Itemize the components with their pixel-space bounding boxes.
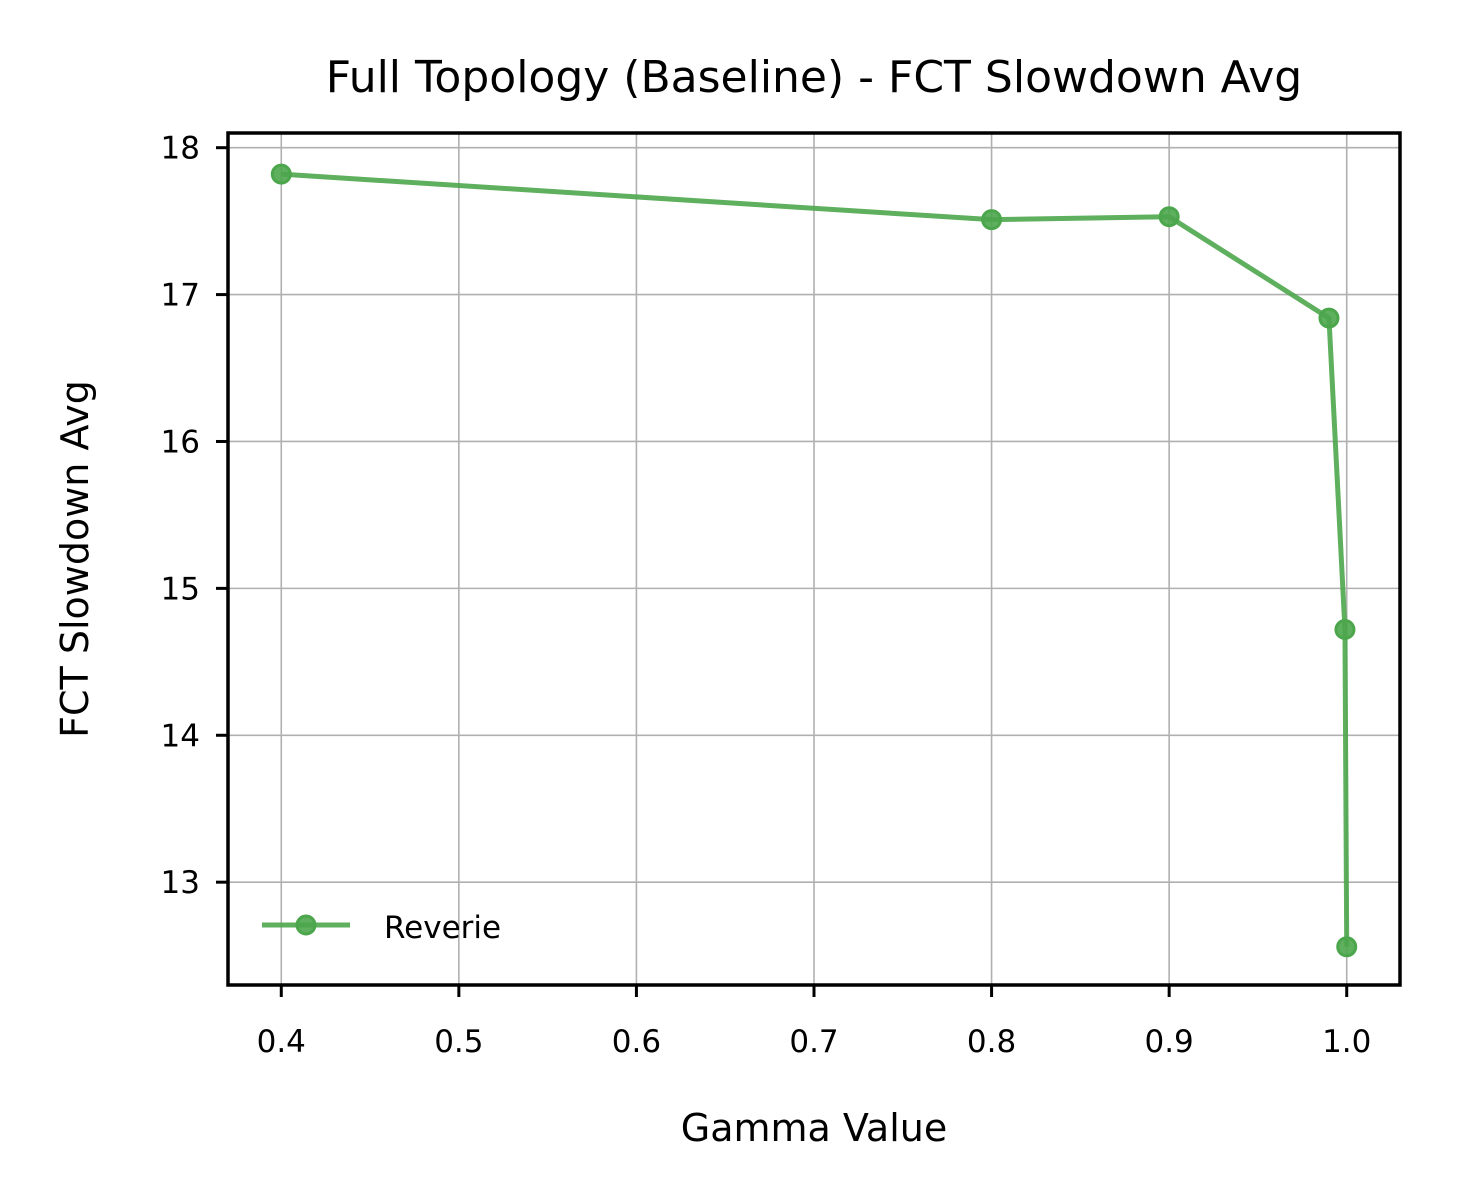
x-tick-label: 0.7 (789, 1024, 838, 1060)
data-point (1318, 307, 1340, 329)
data-point (1158, 206, 1180, 228)
y-tick-label: 16 (161, 424, 200, 460)
data-point (981, 209, 1003, 231)
x-tick-label: 0.8 (967, 1024, 1016, 1060)
y-tick-label: 18 (161, 131, 200, 167)
ticks: 0.4 0.5 0.6 0.7 0.8 0.9 1.0 13 14 15 16 17 18 (161, 131, 1372, 1060)
data-point (1336, 936, 1358, 958)
data-point (1334, 619, 1356, 641)
legend-marker-reverie (295, 914, 317, 936)
y-tick-label: 15 (161, 571, 200, 607)
y-axis-label: FCT Slowdown Avg (53, 380, 97, 738)
x-axis-label: Gamma Value (681, 1106, 947, 1150)
y-tick-label: 14 (161, 718, 200, 754)
x-tick-label: 0.6 (612, 1024, 661, 1060)
x-tick-label: 1.0 (1322, 1024, 1371, 1060)
series-line-reverie (281, 171, 1350, 947)
legend-label-reverie: Reverie (384, 910, 501, 946)
y-tick-label: 17 (161, 278, 200, 314)
legend: Reverie (262, 910, 501, 946)
x-tick-label: 0.5 (434, 1024, 483, 1060)
x-tick-label: 0.9 (1144, 1024, 1193, 1060)
grid (228, 133, 1400, 985)
data-point (270, 163, 292, 185)
x-tick-label: 0.4 (257, 1024, 306, 1060)
y-tick-label: 13 (161, 865, 200, 901)
series-layer (270, 163, 1358, 958)
chart-title: Full Topology (Baseline) - FCT Slowdown … (326, 52, 1302, 103)
